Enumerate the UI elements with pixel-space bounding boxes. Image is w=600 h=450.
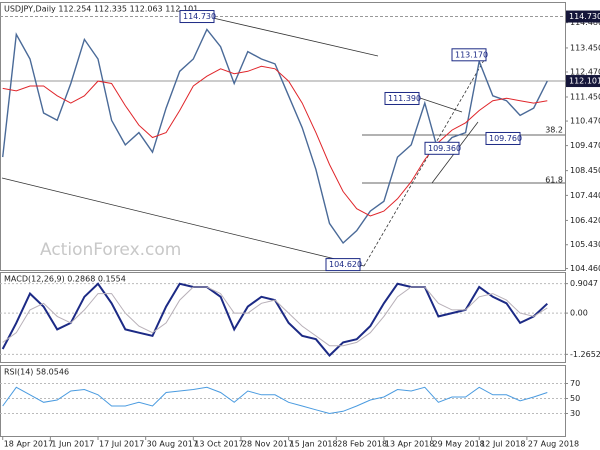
annotation-label: 113.170 <box>455 50 488 59</box>
x-tick-label: 30 Aug 2017 <box>147 440 198 449</box>
price-marker-label: 112.101 <box>569 77 600 86</box>
y-tick-label: 106.420 <box>570 216 600 225</box>
y-tick-label: 109.470 <box>570 141 600 150</box>
series-line <box>2 386 548 415</box>
x-tick-label: 28 Nov 2017 <box>242 440 293 449</box>
trend-line <box>419 97 463 113</box>
y-tick-label: 113.450 <box>570 43 600 52</box>
rsi-panel <box>0 365 566 437</box>
y-tick-label: 0.9047 <box>570 279 598 288</box>
annotation-label: 104.620 <box>329 260 362 269</box>
x-tick-label: 17 Jul 2017 <box>99 440 144 449</box>
annotation-label: 111.390 <box>388 94 421 103</box>
annotation-box <box>384 91 420 105</box>
series-line <box>1 282 548 357</box>
watermark: ActionForex.com <box>40 240 181 260</box>
fib-label: 61.8 <box>545 176 563 185</box>
annotation-label: 114.730 <box>183 12 216 21</box>
price-marker <box>566 10 600 23</box>
x-tick-label: 28 Feb 2018 <box>337 440 387 449</box>
panel-title: RSI(14) 58.0546 <box>4 368 69 377</box>
x-tick-label: 29 May 2018 <box>433 440 485 449</box>
series-line <box>2 65 548 217</box>
fib-label: 38.2 <box>545 126 563 135</box>
annotation-label: 109.360 <box>428 144 461 153</box>
x-tick-label: 27 Aug 2018 <box>528 440 579 449</box>
x-tick-label: 13 Apr 2018 <box>385 440 434 449</box>
annotation-box <box>485 131 521 145</box>
y-tick-label: 112.470 <box>570 67 600 76</box>
y-tick-label: 111.450 <box>570 93 600 102</box>
series-line <box>2 286 548 347</box>
trend-line <box>363 54 488 267</box>
x-tick-label: 15 Jan 2018 <box>290 440 338 449</box>
y-tick-label: 107.440 <box>570 191 600 200</box>
y-tick-label: 104.460 <box>570 264 600 273</box>
panel-title: MACD(12,26,9) 0.2868 0.1554 <box>4 275 126 284</box>
annotation-box <box>179 10 215 24</box>
y-tick-label: 30 <box>570 409 580 418</box>
y-tick-label: 0.00 <box>570 309 588 318</box>
annotation-box <box>325 258 361 272</box>
chart-title: USDJPY,Daily 112.254 112.335 112.063 112… <box>4 5 198 14</box>
series-line <box>2 28 548 245</box>
price-panel <box>0 2 566 271</box>
y-tick-label: 50 <box>570 394 580 403</box>
x-tick-label: 18 Apr 2017 <box>4 440 53 449</box>
trend-line <box>1 177 365 267</box>
x-tick-label: 12 Jul 2018 <box>480 440 525 449</box>
y-tick-label: -1.2652 <box>570 350 600 359</box>
annotation-label: 109.760 <box>489 134 522 143</box>
y-tick-label: 108.450 <box>570 166 600 175</box>
x-tick-label: 13 Oct 2017 <box>194 440 243 449</box>
x-tick-label: 1 Jun 2017 <box>51 440 94 449</box>
price-marker <box>566 75 600 88</box>
y-tick-label: 70 <box>570 379 580 388</box>
y-tick-label: 110.470 <box>570 117 600 126</box>
trend-line <box>199 14 379 57</box>
annotation-box <box>424 141 460 155</box>
y-tick-label: 105.430 <box>570 240 600 249</box>
macd-panel <box>0 272 566 363</box>
price-marker-label: 114.730 <box>569 12 600 21</box>
annotation-box <box>451 48 487 62</box>
y-tick-label: 114.480 <box>570 18 600 27</box>
